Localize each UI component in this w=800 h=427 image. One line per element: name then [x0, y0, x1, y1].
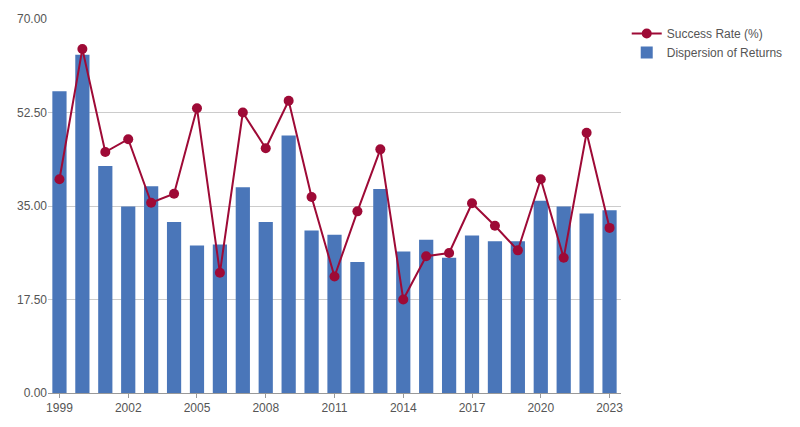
svg-text:1999: 1999 [46, 401, 73, 415]
svg-text:0.00: 0.00 [24, 386, 48, 400]
svg-text:Dispersion of Returns: Dispersion of Returns [667, 46, 782, 60]
svg-text:Success Rate (%): Success Rate (%) [667, 27, 763, 41]
svg-text:17.50: 17.50 [17, 293, 47, 307]
svg-text:35.00: 35.00 [17, 199, 47, 213]
svg-text:2008: 2008 [252, 401, 279, 415]
svg-text:52.50: 52.50 [17, 106, 47, 120]
svg-text:2002: 2002 [115, 401, 142, 415]
svg-text:2020: 2020 [527, 401, 554, 415]
svg-text:2023: 2023 [596, 401, 623, 415]
svg-text:70.00: 70.00 [17, 12, 47, 26]
svg-text:2011: 2011 [322, 401, 348, 415]
svg-text:2017: 2017 [459, 401, 486, 415]
svg-text:2014: 2014 [390, 401, 417, 415]
svg-text:2005: 2005 [184, 401, 211, 415]
